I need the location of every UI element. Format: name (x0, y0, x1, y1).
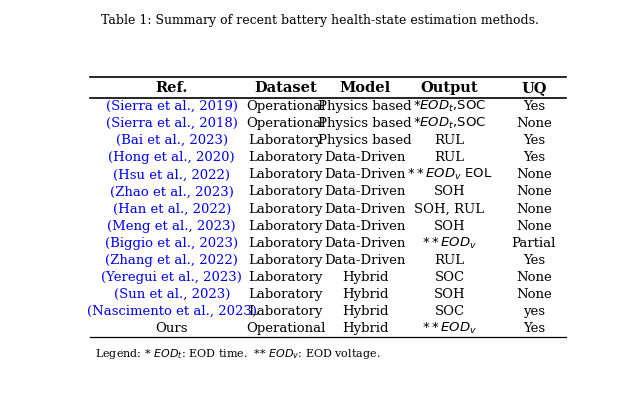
Text: UQ: UQ (521, 81, 547, 94)
Text: Physics based: Physics based (318, 117, 412, 130)
Text: None: None (516, 169, 552, 181)
Text: Model: Model (340, 81, 391, 94)
Text: Physics based: Physics based (318, 100, 412, 113)
Text: Data-Driven: Data-Driven (324, 220, 406, 233)
Text: Laboratory: Laboratory (248, 134, 323, 147)
Text: (Sun et al., 2023): (Sun et al., 2023) (113, 288, 230, 301)
Text: Operational: Operational (246, 322, 326, 335)
Text: (Hsu et al., 2022): (Hsu et al., 2022) (113, 169, 230, 181)
Text: (Hong et al., 2020): (Hong et al., 2020) (108, 151, 235, 164)
Text: SOH: SOH (434, 220, 465, 233)
Text: (Zhao et al., 2023): (Zhao et al., 2023) (110, 185, 234, 198)
Text: Physics based: Physics based (318, 134, 412, 147)
Text: RUL: RUL (435, 134, 465, 147)
Text: Hybrid: Hybrid (342, 271, 388, 284)
Text: (Yeregui et al., 2023): (Yeregui et al., 2023) (101, 271, 242, 284)
Text: (Sierra et al., 2019): (Sierra et al., 2019) (106, 100, 238, 113)
Text: SOC: SOC (435, 305, 465, 318)
Text: None: None (516, 288, 552, 301)
Text: Hybrid: Hybrid (342, 305, 388, 318)
Text: Partial: Partial (511, 237, 556, 250)
Text: SOH: SOH (434, 288, 465, 301)
Text: $**EOD_v$ EOL: $**EOD_v$ EOL (407, 167, 492, 182)
Text: Data-Driven: Data-Driven (324, 237, 406, 250)
Text: Data-Driven: Data-Driven (324, 151, 406, 164)
Text: Operational: Operational (246, 100, 326, 113)
Text: Data-Driven: Data-Driven (324, 169, 406, 181)
Text: (Biggio et al., 2023): (Biggio et al., 2023) (105, 237, 238, 250)
Text: SOH: SOH (434, 185, 465, 198)
Text: None: None (516, 185, 552, 198)
Text: Laboratory: Laboratory (248, 237, 323, 250)
Text: Yes: Yes (523, 254, 545, 267)
Text: RUL: RUL (435, 151, 465, 164)
Text: None: None (516, 271, 552, 284)
Text: Laboratory: Laboratory (248, 185, 323, 198)
Text: $*EOD_t$,SOC: $*EOD_t$,SOC (413, 116, 486, 131)
Text: Yes: Yes (523, 151, 545, 164)
Text: Laboratory: Laboratory (248, 169, 323, 181)
Text: Laboratory: Laboratory (248, 151, 323, 164)
Text: Table 1: Summary of recent battery health-state estimation methods.: Table 1: Summary of recent battery healt… (101, 14, 539, 27)
Text: $*EOD_t$,SOC: $*EOD_t$,SOC (413, 99, 486, 114)
Text: None: None (516, 220, 552, 233)
Text: Laboratory: Laboratory (248, 220, 323, 233)
Text: SOH, RUL: SOH, RUL (415, 202, 484, 216)
Text: Yes: Yes (523, 322, 545, 335)
Text: Data-Driven: Data-Driven (324, 185, 406, 198)
Text: Laboratory: Laboratory (248, 305, 323, 318)
Text: $**EOD_v$: $**EOD_v$ (422, 236, 477, 251)
Text: yes: yes (523, 305, 545, 318)
Text: Laboratory: Laboratory (248, 271, 323, 284)
Text: (Bai et al., 2023): (Bai et al., 2023) (116, 134, 228, 147)
Text: RUL: RUL (435, 254, 465, 267)
Text: Legend: * $EOD_t$: EOD time.  ** $EOD_v$: EOD voltage.: Legend: * $EOD_t$: EOD time. ** $EOD_v$:… (95, 347, 380, 361)
Text: Operational: Operational (246, 117, 326, 130)
Text: Hybrid: Hybrid (342, 322, 388, 335)
Text: (Nascimento et al., 2023): (Nascimento et al., 2023) (87, 305, 257, 318)
Text: Output: Output (420, 81, 478, 94)
Text: $**EOD_v$: $**EOD_v$ (422, 321, 477, 336)
Text: None: None (516, 202, 552, 216)
Text: SOC: SOC (435, 271, 465, 284)
Text: (Zhang et al., 2022): (Zhang et al., 2022) (106, 254, 238, 267)
Text: None: None (516, 117, 552, 130)
Text: Yes: Yes (523, 100, 545, 113)
Text: (Sierra et al., 2018): (Sierra et al., 2018) (106, 117, 237, 130)
Text: Yes: Yes (523, 134, 545, 147)
Text: Ref.: Ref. (156, 81, 188, 94)
Text: Hybrid: Hybrid (342, 288, 388, 301)
Text: Data-Driven: Data-Driven (324, 202, 406, 216)
Text: Dataset: Dataset (255, 81, 317, 94)
Text: Laboratory: Laboratory (248, 202, 323, 216)
Text: Ours: Ours (156, 322, 188, 335)
Text: (Meng et al., 2023): (Meng et al., 2023) (108, 220, 236, 233)
Text: Laboratory: Laboratory (248, 288, 323, 301)
Text: Data-Driven: Data-Driven (324, 254, 406, 267)
Text: (Han et al., 2022): (Han et al., 2022) (113, 202, 231, 216)
Text: Laboratory: Laboratory (248, 254, 323, 267)
